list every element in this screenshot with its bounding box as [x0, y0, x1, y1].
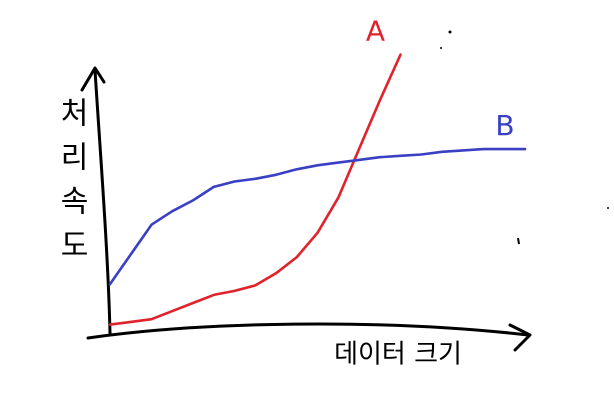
y-axis: [93, 68, 112, 335]
stray-mark: [517, 237, 520, 245]
y-axis-label: 처리속도: [54, 97, 89, 273]
stray-dot: [607, 207, 609, 209]
x-axis: [86, 322, 530, 340]
series-line: [108, 147, 527, 286]
x-axis-arrow: [508, 323, 532, 352]
series-line: [108, 53, 402, 326]
series-label: B: [495, 109, 514, 142]
stray-dot: [448, 30, 452, 34]
y-axis-arrow: [80, 66, 106, 92]
series-label: A: [366, 15, 385, 48]
stray-dot: [440, 47, 442, 49]
x-axis-label: 데이터 크기: [334, 340, 462, 370]
